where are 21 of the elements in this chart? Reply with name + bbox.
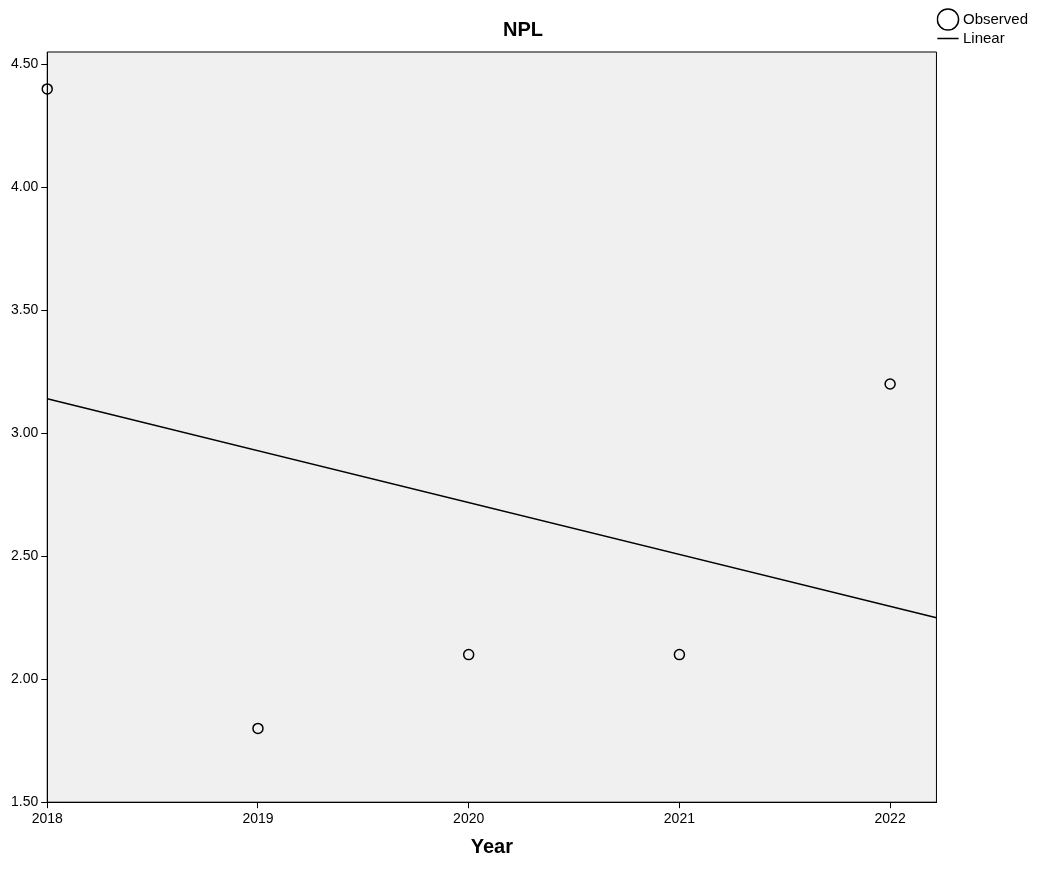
y-tick-label: 4.00 (11, 178, 39, 195)
y-tick-label: 2.50 (11, 547, 39, 564)
y-tick-label: 1.50 (11, 793, 39, 810)
point (673, 648, 686, 661)
legend-label: Linear (962, 28, 1005, 46)
x-tick-label: 2020 (453, 810, 485, 827)
x-tick-label: 2021 (663, 810, 696, 827)
point (41, 83, 53, 95)
point (462, 648, 475, 661)
legend-label: Observed (962, 9, 1029, 27)
y-tick-label: 3.50 (11, 301, 39, 318)
x-tick-label: 2022 (874, 810, 906, 827)
y-tick-label: 2.00 (11, 670, 39, 687)
x-tick-label: 2018 (31, 810, 64, 827)
y-tick-label: 3.00 (11, 424, 39, 441)
chart-title: NPL (503, 17, 543, 40)
x-axis-title: Year (470, 834, 514, 857)
y-tick-label: 4.50 (11, 55, 39, 72)
point (884, 378, 896, 390)
x-tick-label: 2019 (242, 810, 274, 827)
point (252, 722, 264, 735)
